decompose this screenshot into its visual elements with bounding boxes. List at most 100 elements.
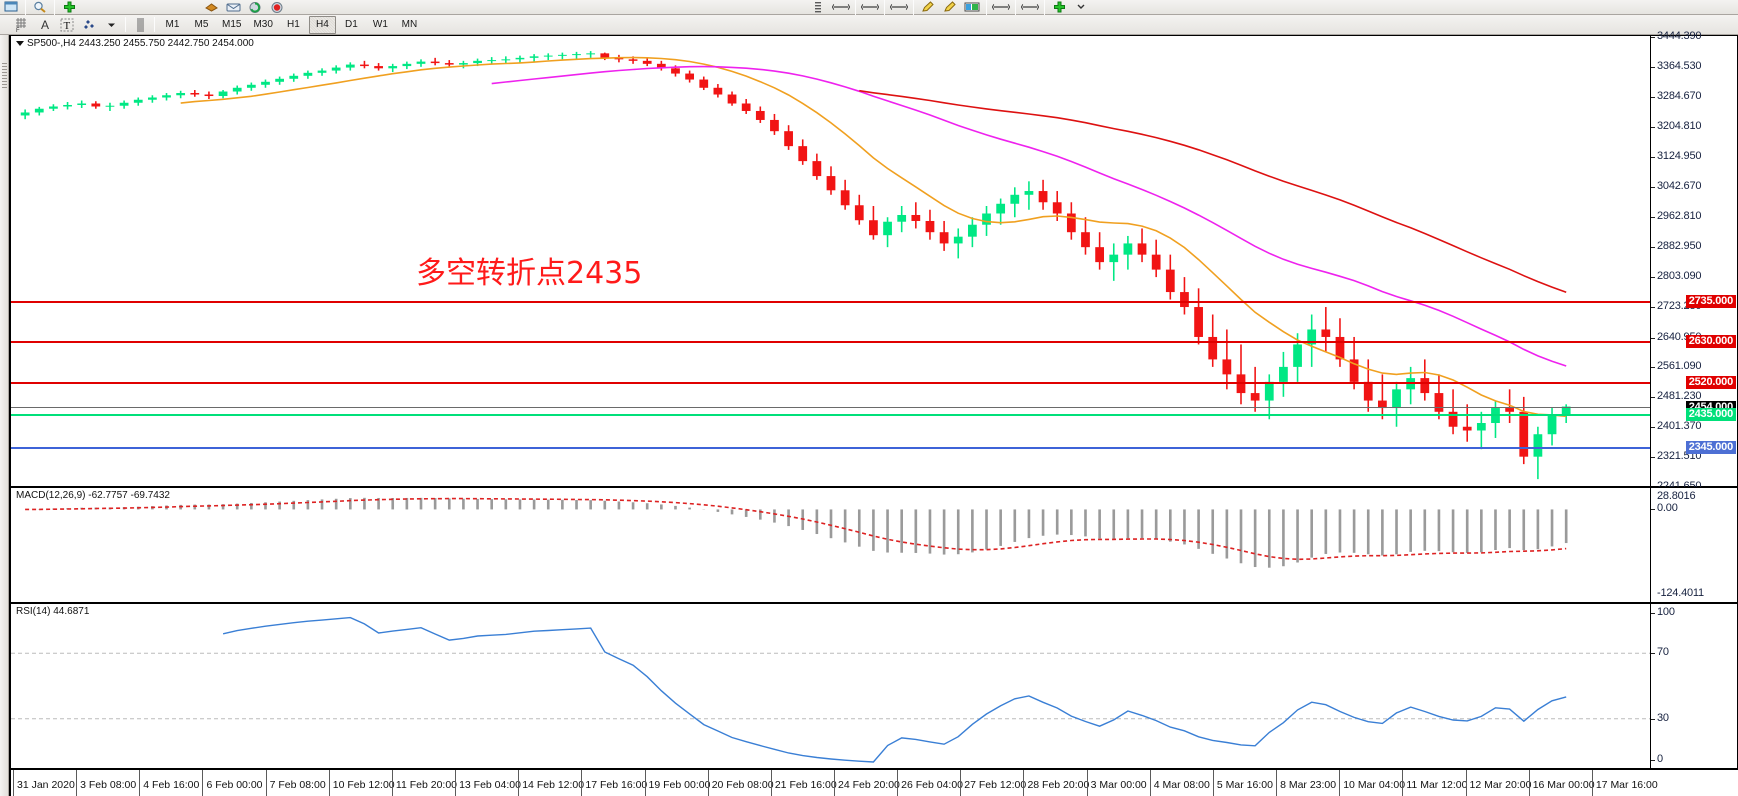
list-icon[interactable]	[809, 0, 829, 16]
time-axis-tick	[897, 770, 899, 796]
time-axis-label: 10 Feb 12:00	[332, 779, 395, 791]
rsi-plot-area[interactable]	[11, 604, 1650, 768]
price-level-tag-2345-000[interactable]: 2345.000	[1685, 441, 1736, 455]
more-icon[interactable]	[1071, 0, 1091, 16]
text-label-icon[interactable]: T	[57, 16, 77, 34]
macd-pane-title: MACD(12,26,9) -62.7757 -69.7432	[16, 490, 170, 501]
price-axis-label: 2882.950	[1657, 240, 1702, 253]
plus2-icon[interactable]	[1049, 0, 1069, 16]
macd-plot-area[interactable]	[11, 488, 1650, 602]
arrow-h2-icon[interactable]	[1020, 0, 1040, 16]
time-axis-label: 3 Feb 08:00	[80, 779, 137, 791]
toolbar-separator	[1044, 0, 1045, 15]
price-axis-right[interactable]: 3444.390 3364.530 3284.670 3204.810 3124.950…	[1650, 30, 1737, 492]
toolbar-separator	[855, 0, 856, 15]
toolbar-separator	[1015, 0, 1016, 15]
time-axis[interactable]: 31 Jan 2020 3 Feb 08:00 4 Feb 16:00 6 Feb 0…	[9, 769, 1738, 796]
price-level-tag-2520-000[interactable]: 2520.000	[1685, 375, 1736, 389]
price-axis-label: 2803.090	[1657, 269, 1702, 282]
hline3-icon[interactable]	[889, 0, 909, 16]
left-dock-strip[interactable]	[0, 35, 9, 796]
timeframe-m5[interactable]: M5	[194, 19, 209, 30]
crosshair-icon[interactable]: F	[13, 16, 33, 34]
new-chart-icon[interactable]	[1, 0, 21, 16]
rsi-axis-right[interactable]: 100 70 30 0	[1650, 604, 1737, 768]
price-level-tag-2735-000[interactable]: 2735.000	[1685, 295, 1736, 309]
hline2-icon[interactable]	[860, 0, 880, 16]
rsi-pane[interactable]: RSI(14) 44.6871 100 70 30 0	[9, 603, 1738, 769]
arrow-h-icon[interactable]	[991, 0, 1011, 16]
time-axis-label: 19 Feb 00:00	[648, 779, 711, 791]
time-axis-label: 7 Feb 08:00	[269, 779, 326, 791]
price-level-line-2630-000[interactable]	[11, 340, 1650, 343]
time-axis-label: 8 Mar 23:00	[1280, 779, 1337, 791]
time-axis-label: 3 Mar 00:00	[1090, 779, 1147, 791]
time-axis-label: 28 Feb 20:00	[1027, 779, 1090, 791]
price-axis-label: 3124.950	[1657, 149, 1702, 162]
time-axis-label: 17 Feb 16:00	[585, 779, 648, 791]
time-axis-label: 10 Mar 04:00	[1343, 779, 1406, 791]
timeframe-m30[interactable]: M30	[253, 19, 273, 30]
price-level-line-2454-000[interactable]	[11, 406, 1650, 408]
chart-annotation-text: 多空转折点2435	[416, 256, 643, 291]
timeframe-mn[interactable]: MN	[401, 19, 418, 30]
price-axis-tick	[1651, 337, 1655, 339]
zoom-icon[interactable]	[30, 0, 50, 16]
timeframe-w1[interactable]: W1	[372, 19, 388, 30]
toolbar-separator	[913, 0, 914, 15]
price-axis-label: 2962.810	[1657, 210, 1702, 223]
price-level-line-2345-000[interactable]	[11, 447, 1650, 450]
stop-icon[interactable]	[267, 0, 287, 16]
pencil-icon[interactable]	[918, 0, 938, 16]
time-axis-label: 6 Feb 00:00	[206, 779, 263, 791]
toolbar-top	[0, 0, 1738, 15]
price-level-tag-2435-000[interactable]: 2435.000	[1685, 407, 1736, 421]
price-level-line-2435-000[interactable]	[11, 413, 1650, 416]
text-box-icon[interactable]	[962, 0, 982, 16]
time-axis-label: 13 Feb 04:00	[459, 779, 521, 791]
time-axis-tick	[1528, 770, 1530, 796]
time-axis-tick	[707, 770, 709, 796]
time-axis-label: 27 Feb 12:00	[964, 779, 1027, 791]
chevron-down-icon[interactable]	[101, 16, 121, 34]
price-level-line-2520-000[interactable]	[11, 381, 1650, 384]
time-axis-label: 16 Mar 00:00	[1532, 779, 1595, 791]
time-axis-label: 14 Feb 12:00	[522, 779, 585, 791]
price-axis-label: 3042.670	[1657, 180, 1702, 193]
objects-icon[interactable]	[79, 16, 99, 34]
price-axis-tick	[1651, 37, 1655, 38]
price-axis-tick	[1651, 217, 1655, 219]
time-axis-tick	[139, 770, 141, 796]
timeframe-h4[interactable]: H4	[308, 15, 336, 34]
timeframe-d1[interactable]: D1	[345, 19, 358, 30]
mail-icon[interactable]	[223, 0, 243, 16]
expert-icon[interactable]	[201, 0, 221, 16]
hline-icon[interactable]	[831, 0, 851, 16]
refresh-icon[interactable]	[245, 0, 265, 16]
bars-icon[interactable]	[130, 16, 150, 34]
plus-icon[interactable]	[59, 0, 79, 16]
collapse-arrow-icon[interactable]	[16, 40, 24, 46]
toolbar-separator	[25, 0, 26, 15]
pencil2-icon[interactable]	[940, 0, 960, 16]
price-plot-area[interactable]: 多空转折点2435	[11, 36, 1650, 486]
dock-grip[interactable]	[2, 63, 7, 89]
price-axis-label: 3364.530	[1657, 59, 1702, 72]
timeframe-m15[interactable]: M15	[222, 19, 242, 30]
timeframe-m1[interactable]: M1	[165, 19, 180, 30]
macd-axis-label: 28.8016	[1657, 490, 1696, 502]
text-a-icon[interactable]: A	[40, 17, 49, 32]
price-axis-label: 3284.670	[1657, 89, 1702, 102]
price-chart-pane[interactable]: 多空转折点2435 SP500-,H4 2443.250 2455.750 24…	[9, 30, 1738, 492]
time-axis-tick	[455, 770, 457, 796]
price-level-tag-2630-000[interactable]: 2630.000	[1685, 334, 1736, 348]
macd-axis-right[interactable]: 28.8016 0.00 -124.4011	[1650, 488, 1737, 602]
time-axis-tick	[13, 770, 14, 796]
price-level-line-2735-000[interactable]	[11, 301, 1650, 304]
price-axis-tick	[1651, 306, 1655, 308]
time-axis-tick	[265, 770, 267, 796]
timeframe-h1[interactable]: H1	[287, 19, 300, 30]
macd-pane[interactable]: MACD(12,26,9) -62.7757 -69.7432 28.8016 0…	[9, 487, 1738, 603]
price-pane-title: SP500-,H4 2443.250 2455.750 2442.750 245…	[16, 38, 254, 49]
time-axis-label: 20 Feb 08:00	[711, 779, 774, 791]
